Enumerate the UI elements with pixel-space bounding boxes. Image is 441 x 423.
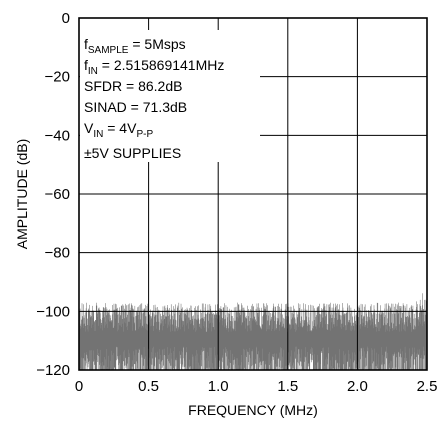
y-tick-label: −20 xyxy=(45,69,70,86)
annotation-sfdr: SFDR = 86.2dB xyxy=(84,78,182,94)
x-tick-labels: 0 0.5 1.0 1.5 2.0 2.5 xyxy=(75,378,438,395)
y-axis-label: AMPLITUDE (dB) xyxy=(14,139,30,249)
plot-frame xyxy=(78,17,428,371)
y-tick-labels: 0 −20 −40 −60 −80 −100 −120 xyxy=(36,10,70,379)
y-tick-label: 0 xyxy=(62,10,70,27)
y-tick-label: −120 xyxy=(36,362,70,379)
x-tick-label: 1.5 xyxy=(277,378,298,395)
annotation-sinad: SINAD = 71.3dB xyxy=(84,99,187,115)
y-tick-label: −40 xyxy=(45,127,70,144)
annotation-fsample: fSAMPLE = 5Msps xyxy=(84,36,186,56)
x-tick-label: 0.5 xyxy=(138,378,159,395)
x-axis-label: FREQUENCY (MHz) xyxy=(188,402,318,418)
y-tick-label: −60 xyxy=(45,186,70,203)
x-tick-label: 2.0 xyxy=(347,378,368,395)
annotation-block: fSAMPLE = 5Msps fIN = 2.515869141MHz SFD… xyxy=(84,36,224,161)
y-tick-label: −80 xyxy=(45,245,70,262)
x-tick-label: 1.0 xyxy=(208,378,229,395)
x-tick-label: 0 xyxy=(75,378,83,395)
annotation-supplies: ±5V SUPPLIES xyxy=(84,145,181,161)
annotation-fin: fIN = 2.515869141MHz xyxy=(84,57,224,77)
y-tick-label: −100 xyxy=(36,303,70,320)
annotation-box xyxy=(80,30,260,162)
annotation-vin: VIN = 4VP-P xyxy=(84,120,153,140)
x-tick-label: 2.5 xyxy=(417,378,438,395)
